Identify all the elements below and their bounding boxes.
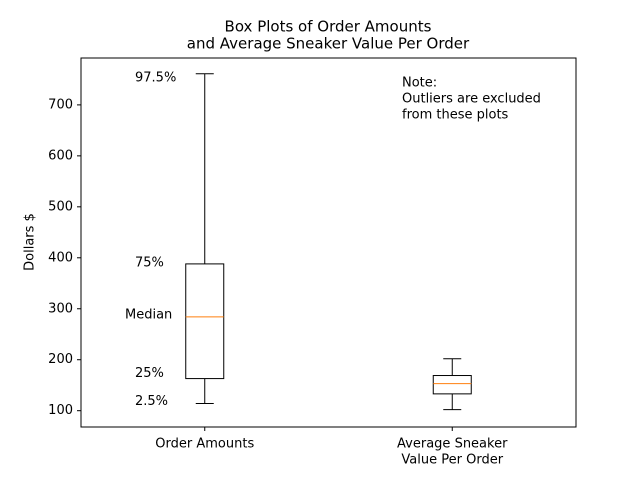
x-tick-label: Average Sneaker — [397, 437, 508, 452]
x-tick-label: Order Amounts — [155, 437, 254, 452]
annotation: 97.5% — [135, 70, 176, 85]
annotation: Median — [125, 307, 172, 322]
box — [185, 263, 225, 380]
chart-title: Box Plots of Order Amounts — [225, 18, 432, 36]
chart-title: and Average Sneaker Value Per Order — [187, 35, 470, 53]
annotation: 2.5% — [135, 394, 168, 409]
y-tick-label: 400 — [48, 250, 73, 265]
y-axis-label: Dollars $ — [23, 213, 38, 271]
plot-frame — [80, 57, 577, 428]
box — [432, 375, 472, 395]
y-tick-label: 100 — [48, 403, 73, 418]
note: from these plots — [402, 108, 509, 123]
y-tick-label: 600 — [48, 148, 73, 163]
x-tick-label: Value Per Order — [401, 453, 503, 468]
note: Note: — [402, 76, 437, 91]
annotation: 75% — [135, 255, 164, 270]
y-tick-label: 300 — [48, 301, 73, 316]
y-tick-label: 500 — [48, 199, 73, 214]
y-tick-label: 700 — [48, 97, 73, 112]
y-tick-label: 200 — [48, 352, 73, 367]
annotation: 25% — [135, 366, 164, 381]
note: Outliers are excluded — [402, 92, 541, 107]
